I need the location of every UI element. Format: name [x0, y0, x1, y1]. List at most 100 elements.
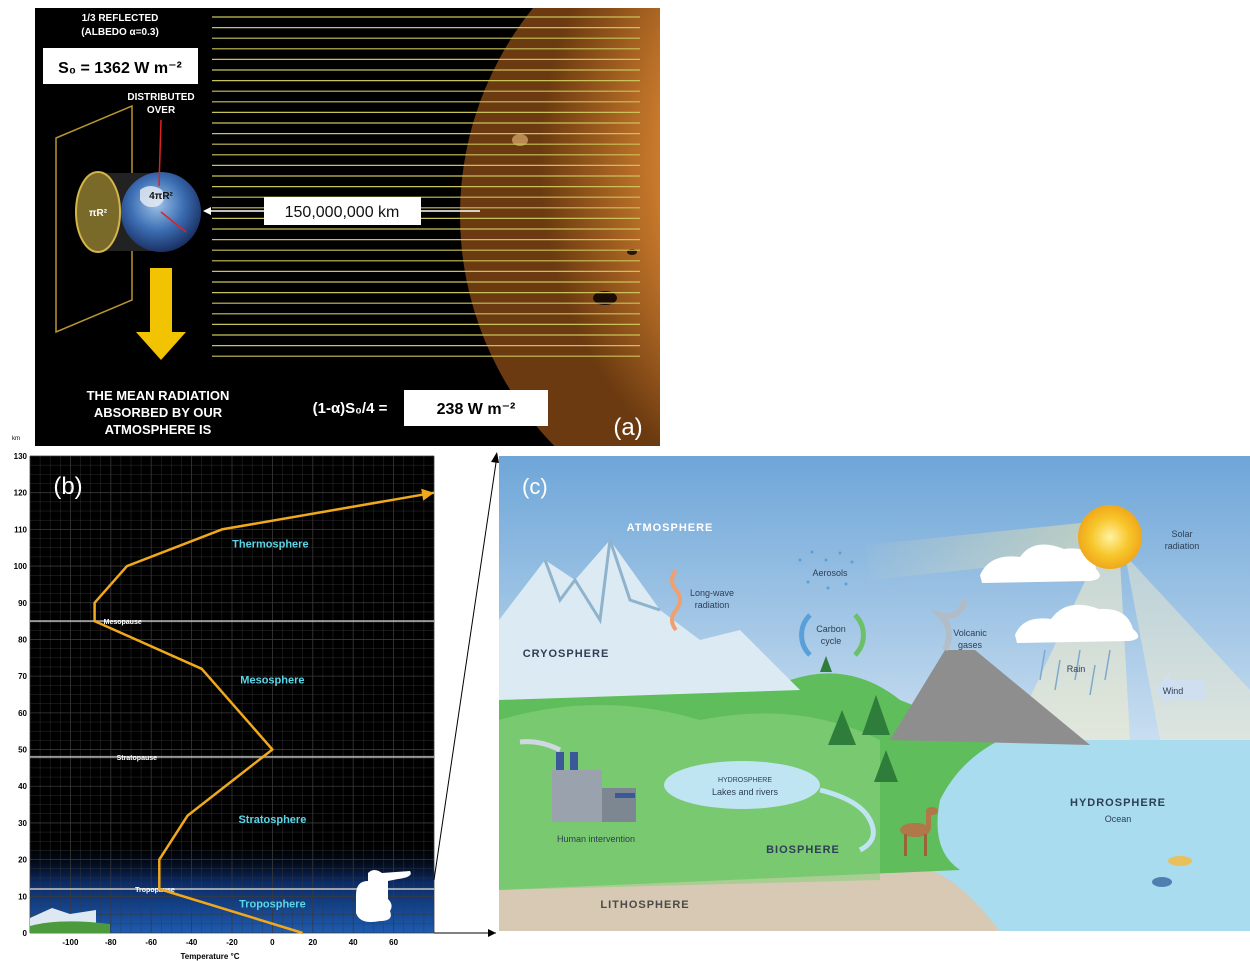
rain-label: Rain: [1067, 664, 1086, 674]
solar-radiation-lines: [212, 16, 640, 357]
distributed-text-1: DISTRIBUTED: [127, 92, 194, 103]
distributed-text-2: OVER: [147, 105, 176, 116]
fish-icons: [1152, 856, 1192, 887]
pause-label: Stratopause: [117, 755, 158, 762]
x-tick-label: -60: [145, 938, 157, 947]
biosphere-label: BIOSPHERE: [766, 844, 840, 856]
disc-area-label: πR²: [89, 208, 108, 219]
volcanic-label-1: Volcanic: [953, 628, 987, 638]
rain-icon: [1039, 649, 1111, 696]
layer-labels: Thermosphere Mesosphere Stratosphere Tropos…: [232, 539, 308, 911]
panel-c: (c) ATMOSPHERE CRYOSPHERE BIOSPHERE LITH…: [499, 456, 1250, 931]
distribution-pointer: [158, 119, 162, 187]
y-tick-label: 60: [18, 709, 27, 718]
layer-label: Mesosphere: [240, 674, 304, 686]
reflected-text-2: (ALBEDO α=0.3): [81, 27, 159, 38]
earth-cloud: [140, 186, 165, 208]
wind-arrow-icon: [1155, 672, 1205, 708]
y-tick-label: 120: [14, 489, 28, 498]
sunspots: [512, 134, 637, 305]
ocean-label: Ocean: [1105, 814, 1132, 824]
pause-label: Tropopause: [135, 887, 175, 894]
hydrosphere-ocean-label: HYDROSPHERE: [1070, 797, 1166, 809]
x-tick-label: -100: [62, 938, 79, 947]
sun-image: [460, 8, 660, 446]
longwave-arrow-icon: [670, 568, 682, 632]
layer-label: Troposphere: [239, 898, 306, 910]
aerosols-label: Aerosols: [812, 568, 848, 578]
connector-bottom-arrow: [488, 929, 496, 937]
hydrosphere-lakes-label: HYDROSPHERE: [718, 777, 772, 784]
cumulonimbus-cloud-icon: [356, 870, 411, 922]
mean-text-3: ATMOSPHERE IS: [105, 422, 212, 437]
y-tick-label: 30: [18, 819, 27, 828]
cloud-icon-1: [980, 544, 1100, 583]
ground-icon: [30, 921, 110, 933]
y-tick-label: 70: [18, 672, 27, 681]
mountain-shading: [543, 539, 661, 625]
layer-label: Thermosphere: [232, 539, 308, 551]
panel-b-label: (b): [53, 473, 82, 500]
panel-a-label: (a): [613, 414, 642, 441]
solar-constant-text: S₀ = 1362 W m⁻²: [58, 60, 182, 77]
y-tick-label: 40: [18, 782, 27, 791]
mean-text-1: THE MEAN RADIATION: [87, 388, 230, 403]
disc-cross-section: [75, 171, 121, 253]
result-text: 238 W m⁻²: [437, 401, 516, 418]
solar-beam: [865, 520, 1110, 580]
temperature-profile-line: [93, 491, 435, 935]
carbon-cycle-label-2: cycle: [821, 636, 842, 646]
projection-plane: [55, 104, 133, 334]
radius-line: [160, 211, 187, 233]
river: [819, 787, 876, 853]
solar-radiation-label-1: Solar: [1171, 529, 1192, 539]
reflected-text-1: 1/3 REFLECTED: [82, 13, 159, 24]
atmosphere-label: ATMOSPHERE: [627, 522, 714, 534]
connector-top: [433, 455, 498, 881]
solar-beam-sea: [1125, 555, 1250, 740]
result-box: [404, 390, 548, 426]
x-tick-label: 0: [270, 938, 275, 947]
carbon-cycle-arrow-green: [853, 613, 866, 657]
volcanic-label-2: gases: [958, 640, 983, 650]
volcanic-plume: [930, 599, 968, 652]
lithosphere-label: LITHOSPHERE: [600, 899, 689, 911]
sphere-area-label: 4πR²: [149, 191, 173, 202]
panel-b: Mesopause Stratopause Tropopause 0 10 20 30 40…: [12, 436, 435, 961]
y-tick-label: 50: [18, 746, 27, 755]
ocean: [930, 740, 1250, 931]
profile-arrow-head: [421, 488, 434, 501]
x-tick-label: 60: [389, 938, 398, 947]
layer-label: Stratosphere: [238, 814, 306, 826]
lake: [664, 761, 820, 809]
longwave-label-1: Long-wave: [690, 588, 734, 598]
panel-c-label: (c): [522, 474, 548, 499]
x-tick-label: -80: [105, 938, 117, 947]
panel-a: 1/3 REFLECTED (ALBEDO α=0.3) S₀ = 1362 W…: [35, 8, 660, 446]
distance-arrow-left: [203, 207, 211, 215]
formula-text: (1-α)S₀/4 =: [313, 400, 388, 417]
y-tick-label: 10: [18, 892, 27, 901]
x-tick-label: -20: [226, 938, 238, 947]
y-tick-label: 130: [14, 452, 28, 461]
y-tick-label: 100: [14, 562, 28, 571]
solar-constant-box: [43, 48, 198, 84]
mean-text-2: ABSORBED BY OUR: [94, 405, 223, 420]
x-tick-label: -40: [186, 938, 198, 947]
sun-icon: [1078, 505, 1142, 569]
longwave-label-2: radiation: [695, 600, 730, 610]
x-axis-title: Temperature °C: [180, 952, 239, 961]
volcano: [890, 650, 1090, 745]
x-tick-label: 20: [308, 938, 317, 947]
y-tick-label: 90: [18, 599, 27, 608]
aerosol-dots: [798, 550, 854, 590]
connector-top-arrow: [491, 452, 499, 463]
distance-text: 150,000,000 km: [285, 204, 400, 221]
wind-label: Wind: [1163, 686, 1184, 696]
carbon-cycle-label-1: Carbon: [816, 624, 846, 634]
down-arrow-icon: [136, 268, 186, 360]
y-tick-label: 110: [14, 525, 27, 534]
y-tick-label: 20: [18, 856, 27, 865]
tree-icons: [820, 656, 898, 782]
chart-axes: 0 10 20 30 40 50 60 70 80 90 100 110 120 130 -100 -80 -6…: [14, 452, 399, 947]
